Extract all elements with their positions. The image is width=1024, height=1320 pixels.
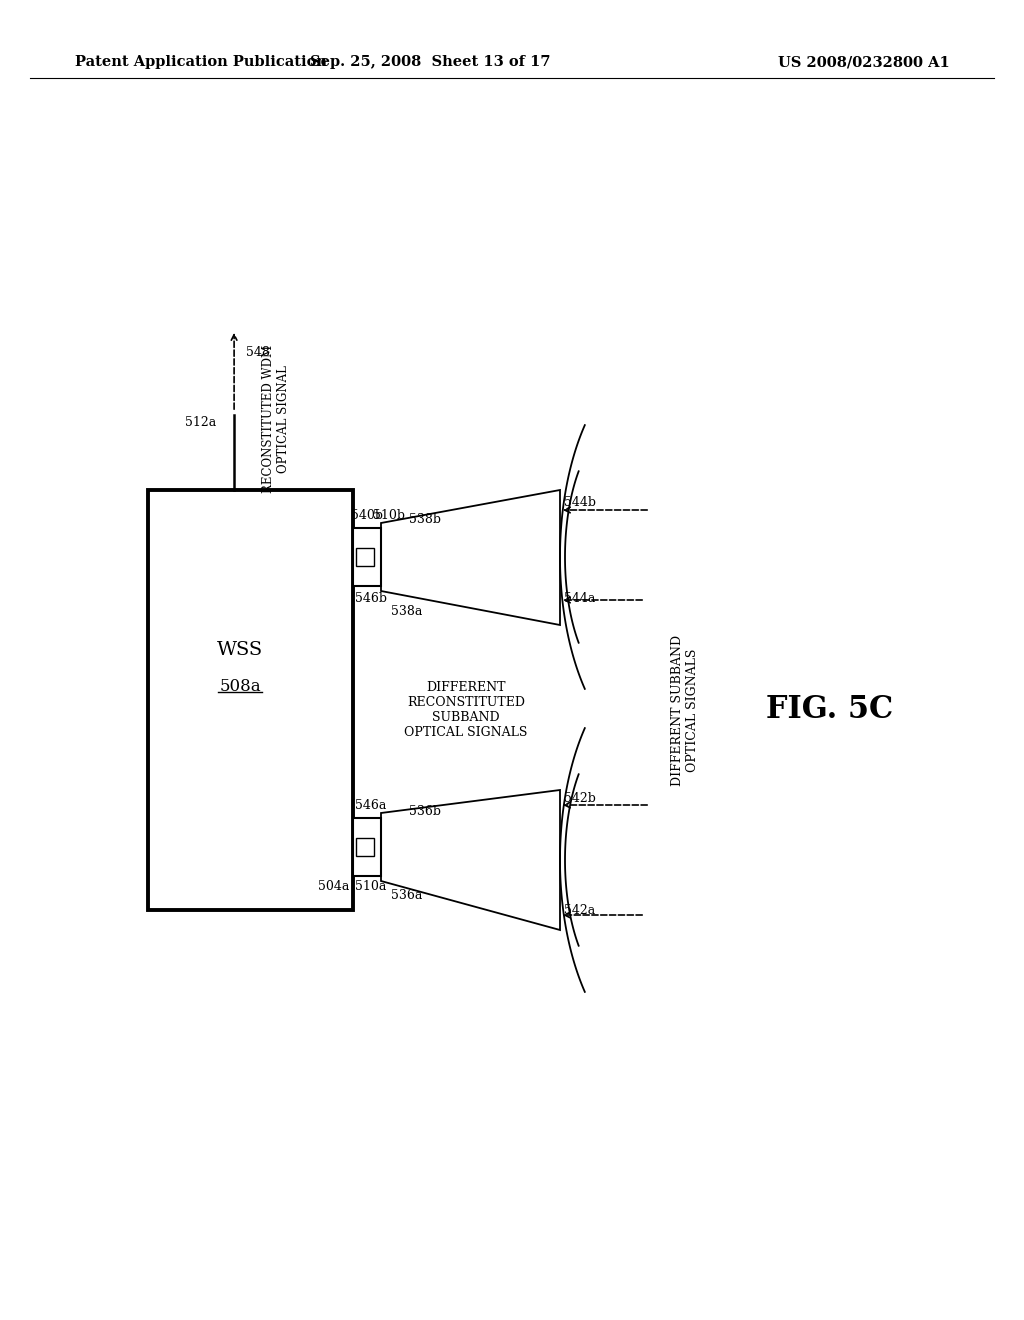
Text: 510b: 510b: [373, 510, 406, 521]
Text: 508a: 508a: [219, 677, 261, 694]
Polygon shape: [381, 490, 560, 624]
Text: 536b: 536b: [409, 805, 441, 818]
Text: Patent Application Publication: Patent Application Publication: [75, 55, 327, 69]
Text: 512a: 512a: [185, 416, 216, 429]
Bar: [353, 528, 381, 586]
Polygon shape: [381, 789, 560, 931]
Text: 540b: 540b: [351, 510, 383, 521]
Text: 542b: 542b: [564, 792, 596, 804]
Text: RECONSTITUTED WDM
OPTICAL SIGNAL: RECONSTITUTED WDM OPTICAL SIGNAL: [262, 345, 290, 494]
Bar: [353, 818, 381, 876]
Bar: [148, 490, 353, 909]
Text: 546b: 546b: [355, 591, 387, 605]
Text: 544b: 544b: [564, 496, 596, 510]
Text: 536a: 536a: [391, 888, 422, 902]
Text: DIFFERENT
RECONSTITUTED
SUBBAND
OPTICAL SIGNALS: DIFFERENT RECONSTITUTED SUBBAND OPTICAL …: [404, 681, 527, 739]
Text: DIFFERENT SUBBAND
OPTICAL SIGNALS: DIFFERENT SUBBAND OPTICAL SIGNALS: [671, 635, 699, 785]
Bar: [356, 548, 374, 566]
Text: 546a: 546a: [355, 799, 386, 812]
Text: 538b: 538b: [409, 513, 441, 525]
Bar: [356, 838, 374, 855]
Text: US 2008/0232800 A1: US 2008/0232800 A1: [778, 55, 950, 69]
Text: 548: 548: [246, 346, 270, 359]
Text: Sep. 25, 2008  Sheet 13 of 17: Sep. 25, 2008 Sheet 13 of 17: [309, 55, 550, 69]
Text: 510a: 510a: [355, 880, 386, 894]
Text: 542a: 542a: [564, 903, 595, 916]
Text: FIG. 5C: FIG. 5C: [766, 694, 894, 726]
Text: WSS: WSS: [217, 640, 263, 659]
Text: 538a: 538a: [391, 605, 422, 618]
Text: 544a: 544a: [564, 591, 595, 605]
Text: 504a: 504a: [317, 880, 349, 894]
